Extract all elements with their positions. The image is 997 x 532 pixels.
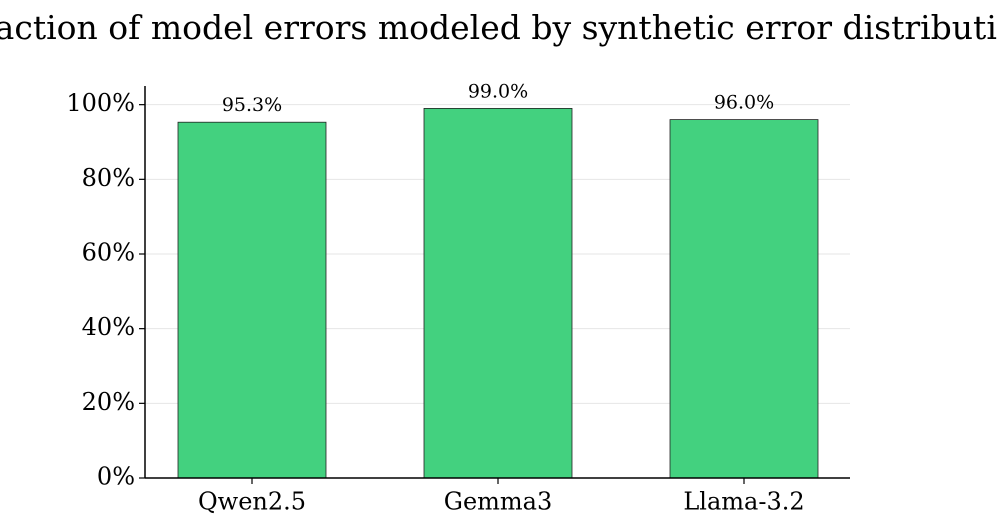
y-tick-label: 60%	[82, 239, 135, 267]
y-tick-label: 40%	[82, 313, 135, 341]
y-tick-label: 20%	[82, 388, 135, 416]
value-label: 99.0%	[468, 80, 528, 102]
value-label: 95.3%	[222, 94, 282, 116]
x-tick-label: Llama-3.2	[683, 488, 804, 516]
y-tick-label: 0%	[97, 463, 135, 491]
x-tick-label: Qwen2.5	[198, 488, 306, 516]
chart-title: Fraction of model errors modeled by synt…	[0, 8, 997, 47]
bar	[423, 108, 573, 479]
y-tick-label: 80%	[82, 164, 135, 192]
value-label: 96.0%	[714, 92, 774, 114]
x-tick-label: Gemma3	[444, 488, 552, 516]
bar	[669, 119, 819, 479]
y-tick-label: 100%	[66, 89, 135, 117]
bar	[177, 121, 327, 479]
